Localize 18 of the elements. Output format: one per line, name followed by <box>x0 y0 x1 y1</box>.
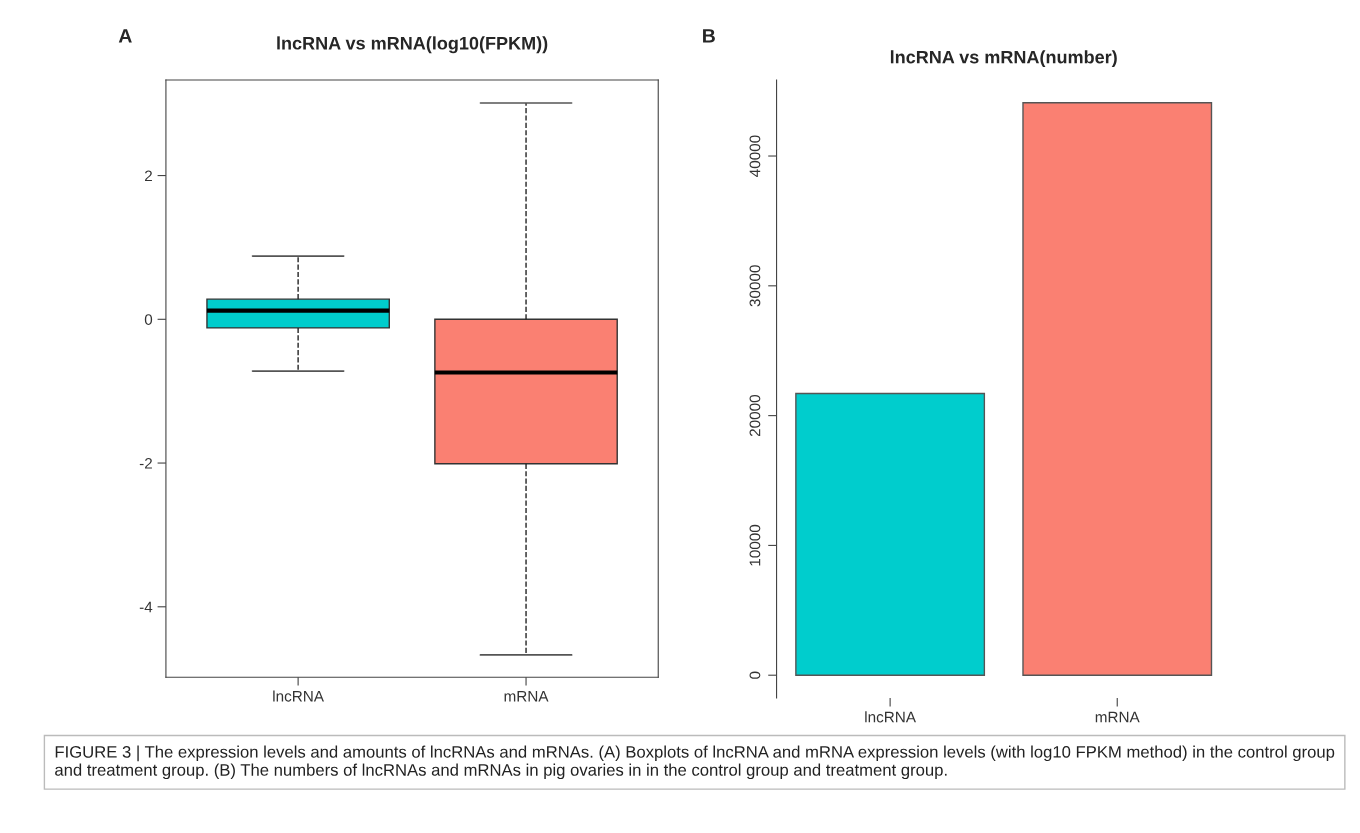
y-tick-label: 40000 <box>749 135 761 177</box>
caption: FIGURE 3 | The expression levels and amounts of lncRNAs and mRNAs. (A) Boxplots of lncRNA and mRNA expression levels (with log10 FPKM method) in the control group and treatment group. (B) The numbers of lncRNAs and mRNAs in pig ovaries in in the control group and treatment group. <box>55 745 1335 780</box>
chart-title: lncRNA vs mRNA(log10(FPKM)) <box>277 36 548 54</box>
y-tick-label: 2 <box>145 170 152 182</box>
x-tick-label: mRNA <box>504 690 549 702</box>
y-tick-label: 30000 <box>749 265 761 307</box>
text: B <box>703 29 715 43</box>
chart-title: lncRNA vs mRNA(number) <box>890 50 1117 68</box>
y-tick-label: 20000 <box>749 394 761 437</box>
y-tick-label: 0 <box>749 671 761 679</box>
x-tick-label: lncRNA <box>273 690 324 702</box>
y-tick-label: -4 <box>139 601 153 613</box>
y-tick-label: 10000 <box>749 524 761 566</box>
y-tick-label: 0 <box>144 314 153 325</box>
y-tick-label: -2 <box>139 457 152 469</box>
text: A <box>118 29 132 43</box>
x-tick-label: lncRNA <box>865 711 916 723</box>
x-tick-label: mRNA <box>1095 711 1140 723</box>
